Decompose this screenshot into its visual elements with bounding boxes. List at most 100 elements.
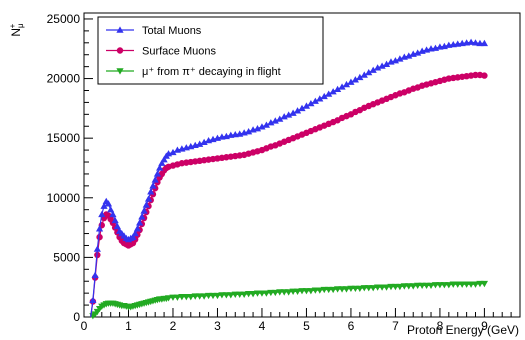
data-point xyxy=(382,60,391,67)
data-point xyxy=(329,88,337,95)
data-point xyxy=(129,233,137,240)
x-tick-label: 1 xyxy=(125,319,132,333)
data-point xyxy=(471,281,480,288)
data-point xyxy=(467,38,475,45)
data-point xyxy=(104,200,113,207)
x-tick-label: 4 xyxy=(259,319,266,333)
data-point xyxy=(374,64,382,71)
y-axis-title: Nμ+ xyxy=(8,23,25,37)
series-0 xyxy=(89,38,489,318)
legend-marker xyxy=(116,47,124,54)
data-point xyxy=(271,289,279,297)
data-point xyxy=(109,210,117,218)
data-point xyxy=(276,115,284,122)
y-tick-label: 5000 xyxy=(53,250,80,264)
data-point xyxy=(267,119,275,126)
data-point xyxy=(107,206,115,213)
data-point xyxy=(227,292,235,299)
data-point xyxy=(302,102,311,109)
data-point xyxy=(93,245,101,252)
data-point xyxy=(351,76,359,83)
data-point xyxy=(164,295,173,302)
data-point xyxy=(249,291,257,298)
data-point xyxy=(356,285,364,292)
data-point xyxy=(140,207,148,214)
data-point xyxy=(316,287,324,294)
legend-items: Total Muons Surface Muons μ⁺ from π⁺ decay… xyxy=(106,25,281,78)
series-2 xyxy=(89,280,489,320)
data-point xyxy=(333,85,342,92)
data-point xyxy=(144,195,153,202)
data-point xyxy=(153,170,162,177)
data-point xyxy=(262,121,271,128)
data-point xyxy=(280,113,288,120)
data-point xyxy=(325,90,333,97)
legend-marker xyxy=(116,26,124,33)
data-point xyxy=(481,72,488,79)
x-tick-label: 5 xyxy=(303,319,310,333)
data-point xyxy=(405,52,413,59)
data-point xyxy=(382,284,391,291)
data-point xyxy=(391,57,400,64)
data-point xyxy=(369,285,377,292)
legend-marker xyxy=(116,68,124,75)
x-tick-label: 0 xyxy=(81,319,88,333)
data-point xyxy=(200,293,208,300)
y-tick-label: 0 xyxy=(73,310,80,324)
data-point xyxy=(396,55,404,62)
data-point xyxy=(365,69,373,76)
data-point xyxy=(311,97,319,104)
data-point xyxy=(396,283,404,291)
data-point xyxy=(196,140,204,147)
y-tick-label: 10000 xyxy=(47,191,81,205)
data-point xyxy=(213,292,222,300)
data-point xyxy=(307,100,315,107)
data-point xyxy=(98,210,106,218)
data-point xyxy=(160,156,168,163)
data-point xyxy=(158,159,166,166)
data-point xyxy=(298,104,306,112)
data-point xyxy=(338,83,346,90)
data-point xyxy=(445,282,453,289)
data-point xyxy=(271,117,279,124)
data-point xyxy=(427,282,435,290)
data-point xyxy=(240,291,248,298)
data-point xyxy=(320,92,328,100)
data-point xyxy=(142,201,150,208)
data-point xyxy=(113,222,121,230)
data-point xyxy=(293,288,302,295)
data-point xyxy=(147,188,155,195)
y-axis-title-main: N xyxy=(9,28,23,37)
x-tick-label: 6 xyxy=(348,319,355,333)
series-1 xyxy=(89,71,488,318)
data-point xyxy=(480,39,489,47)
data-point xyxy=(131,229,139,237)
y-axis-title-sup: + xyxy=(8,23,17,28)
data-point xyxy=(369,66,377,73)
data-point xyxy=(245,128,253,135)
data-point xyxy=(173,294,182,301)
series-layer xyxy=(89,38,489,320)
data-point xyxy=(472,71,479,79)
data-point xyxy=(480,280,489,288)
data-point xyxy=(289,109,297,116)
data-point xyxy=(138,213,146,220)
data-point xyxy=(151,176,159,183)
data-point xyxy=(136,219,144,226)
legend-box xyxy=(97,16,324,85)
data-point xyxy=(253,125,262,132)
data-point xyxy=(89,296,97,304)
legend-label: Total Muons xyxy=(142,25,202,37)
data-point xyxy=(95,225,104,232)
data-point xyxy=(329,286,337,294)
data-point xyxy=(347,78,355,85)
legend-label: Surface Muons xyxy=(142,46,216,58)
data-point xyxy=(378,62,386,69)
data-point xyxy=(342,80,351,88)
data-point xyxy=(293,107,302,114)
data-point xyxy=(342,286,351,293)
data-point xyxy=(285,289,293,296)
data-point xyxy=(471,39,480,46)
x-tick-label: 7 xyxy=(392,319,399,333)
